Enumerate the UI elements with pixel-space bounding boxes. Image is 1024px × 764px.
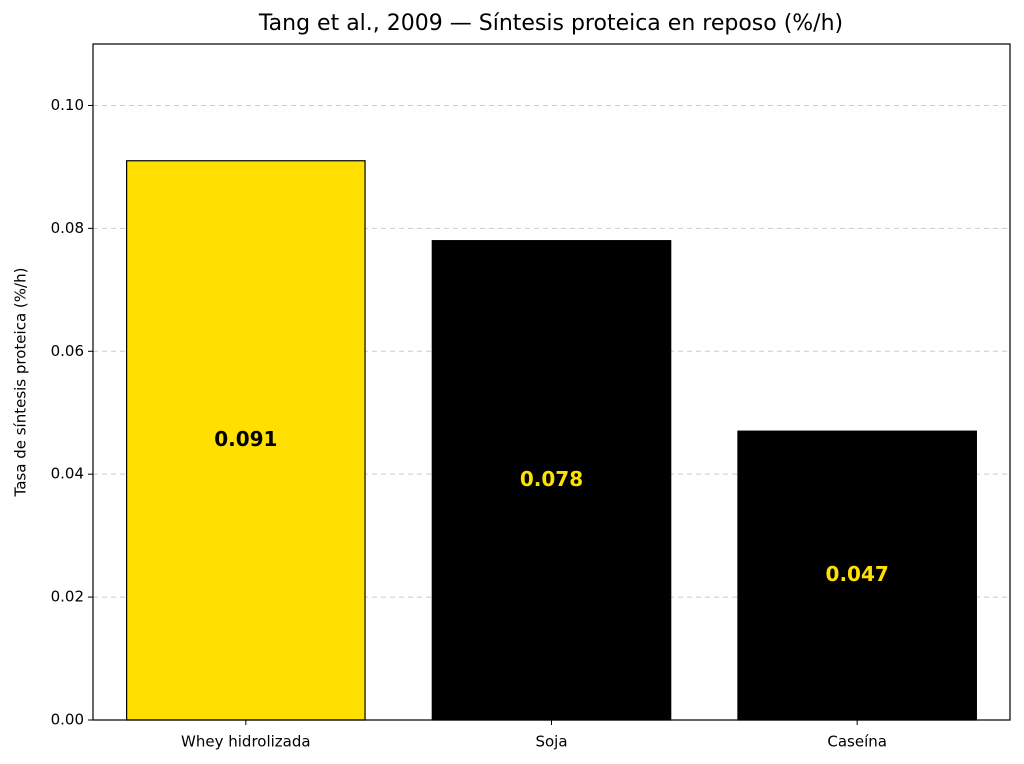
x-tick-label: Soja [535, 733, 567, 751]
bar [126, 160, 366, 721]
y-tick-label: 0.06 [51, 342, 84, 360]
y-tick-label: 0.08 [51, 219, 84, 237]
y-tick-label: 0.10 [51, 96, 84, 114]
value-label: 0.047 [826, 562, 889, 586]
value-label: 0.078 [520, 467, 583, 491]
x-tick-label: Whey hidrolizada [181, 733, 311, 751]
x-tick-label: Caseína [827, 733, 887, 751]
plot-frame [92, 43, 1011, 721]
y-tick-label: 0.04 [51, 465, 84, 483]
value-label: 0.091 [214, 427, 277, 451]
bar [737, 430, 977, 721]
y-tick-label: 0.02 [51, 588, 84, 606]
bar [431, 240, 672, 721]
chart-title: Tang et al., 2009 — Síntesis proteica en… [258, 11, 843, 36]
y-tick-label: 0.00 [51, 711, 84, 729]
y-axis-label: Tasa de síntesis proteica (%/h) [12, 268, 30, 498]
